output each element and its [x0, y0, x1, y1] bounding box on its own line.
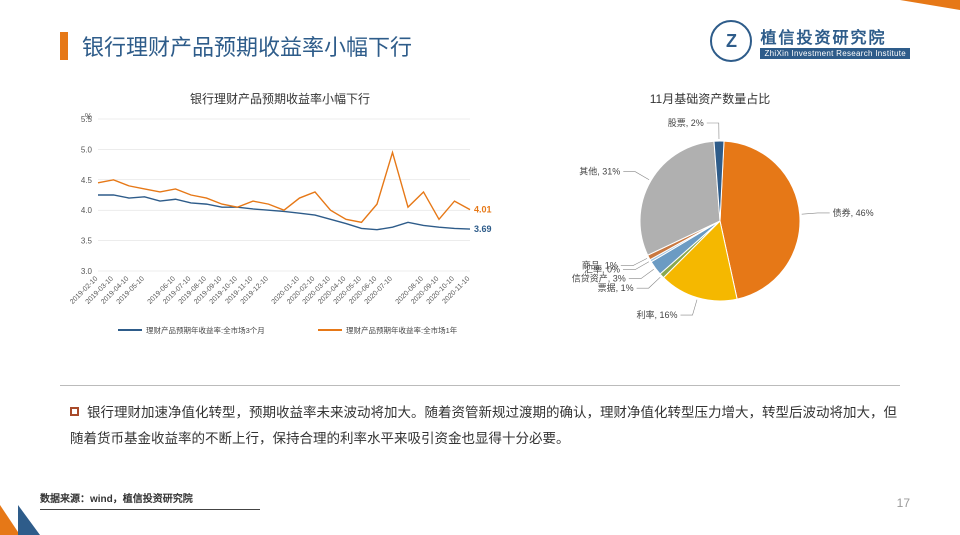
pie-chart-container: 11月基础资产数量占比 债券, 46%利率, 16%票据, 1%信贷资产, 3%…	[510, 90, 910, 346]
corner-decoration-top	[900, 0, 960, 10]
svg-text:理财产品预期年收益率:全市场1年: 理财产品预期年收益率:全市场1年	[346, 325, 458, 335]
svg-text:利率, 16%: 利率, 16%	[636, 309, 677, 320]
logo-text-cn: 植信投资研究院	[760, 24, 910, 48]
svg-text:3.69: 3.69	[474, 224, 492, 234]
brand-logo: Z 植信投资研究院 ZhiXin Investment Research Ins…	[710, 20, 910, 62]
bullet-icon	[70, 407, 79, 416]
corner-decoration-bottom-2	[18, 505, 40, 535]
page-title: 银行理财产品预期收益率小幅下行	[82, 30, 412, 62]
line-chart-container: 银行理财产品预期收益率小幅下行 3.03.54.04.55.05.5%2019-…	[60, 90, 500, 346]
logo-text-en: ZhiXin Investment Research Institute	[760, 48, 910, 59]
svg-text:3.5: 3.5	[81, 237, 93, 246]
divider	[60, 385, 900, 386]
svg-text:票据, 1%: 票据, 1%	[598, 282, 634, 293]
pie-chart: 债券, 46%利率, 16%票据, 1%信贷资产, 3%汇率, 0%商品, 1%…	[510, 111, 910, 341]
body-paragraph: 银行理财加速净值化转型，预期收益率未来波动将加大。随着资管新规过渡期的确认，理财…	[70, 400, 900, 451]
svg-text:4.01: 4.01	[474, 205, 492, 215]
line-chart: 3.03.54.04.55.05.5%2019-02-102019-03-102…	[60, 111, 500, 341]
svg-text:4.0: 4.0	[81, 206, 93, 215]
svg-text:%: %	[85, 112, 92, 121]
svg-text:5.0: 5.0	[81, 145, 93, 154]
title-accent-bar	[60, 32, 68, 60]
svg-text:4.5: 4.5	[81, 176, 93, 185]
pie-chart-title: 11月基础资产数量占比	[510, 90, 910, 107]
corner-decoration-bottom-1	[0, 505, 20, 535]
svg-text:债券, 46%: 债券, 46%	[833, 207, 874, 218]
body-text: 银行理财加速净值化转型，预期收益率未来波动将加大。随着资管新规过渡期的确认，理财…	[70, 405, 897, 446]
svg-text:商品, 1%: 商品, 1%	[582, 260, 618, 271]
svg-text:其他, 31%: 其他, 31%	[579, 166, 620, 177]
logo-mark: Z	[726, 31, 737, 52]
data-source-label: 数据来源：wind，植信投资研究院	[40, 490, 193, 505]
charts-row: 银行理财产品预期收益率小幅下行 3.03.54.04.55.05.5%2019-…	[60, 90, 920, 346]
source-underline	[40, 509, 260, 510]
svg-text:3.0: 3.0	[81, 267, 93, 276]
logo-icon: Z	[710, 20, 752, 62]
page-number: 17	[897, 496, 910, 510]
svg-text:股票, 2%: 股票, 2%	[668, 118, 704, 128]
line-chart-title: 银行理财产品预期收益率小幅下行	[60, 90, 500, 107]
svg-text:理财产品预期年收益率:全市场3个月: 理财产品预期年收益率:全市场3个月	[146, 325, 265, 335]
